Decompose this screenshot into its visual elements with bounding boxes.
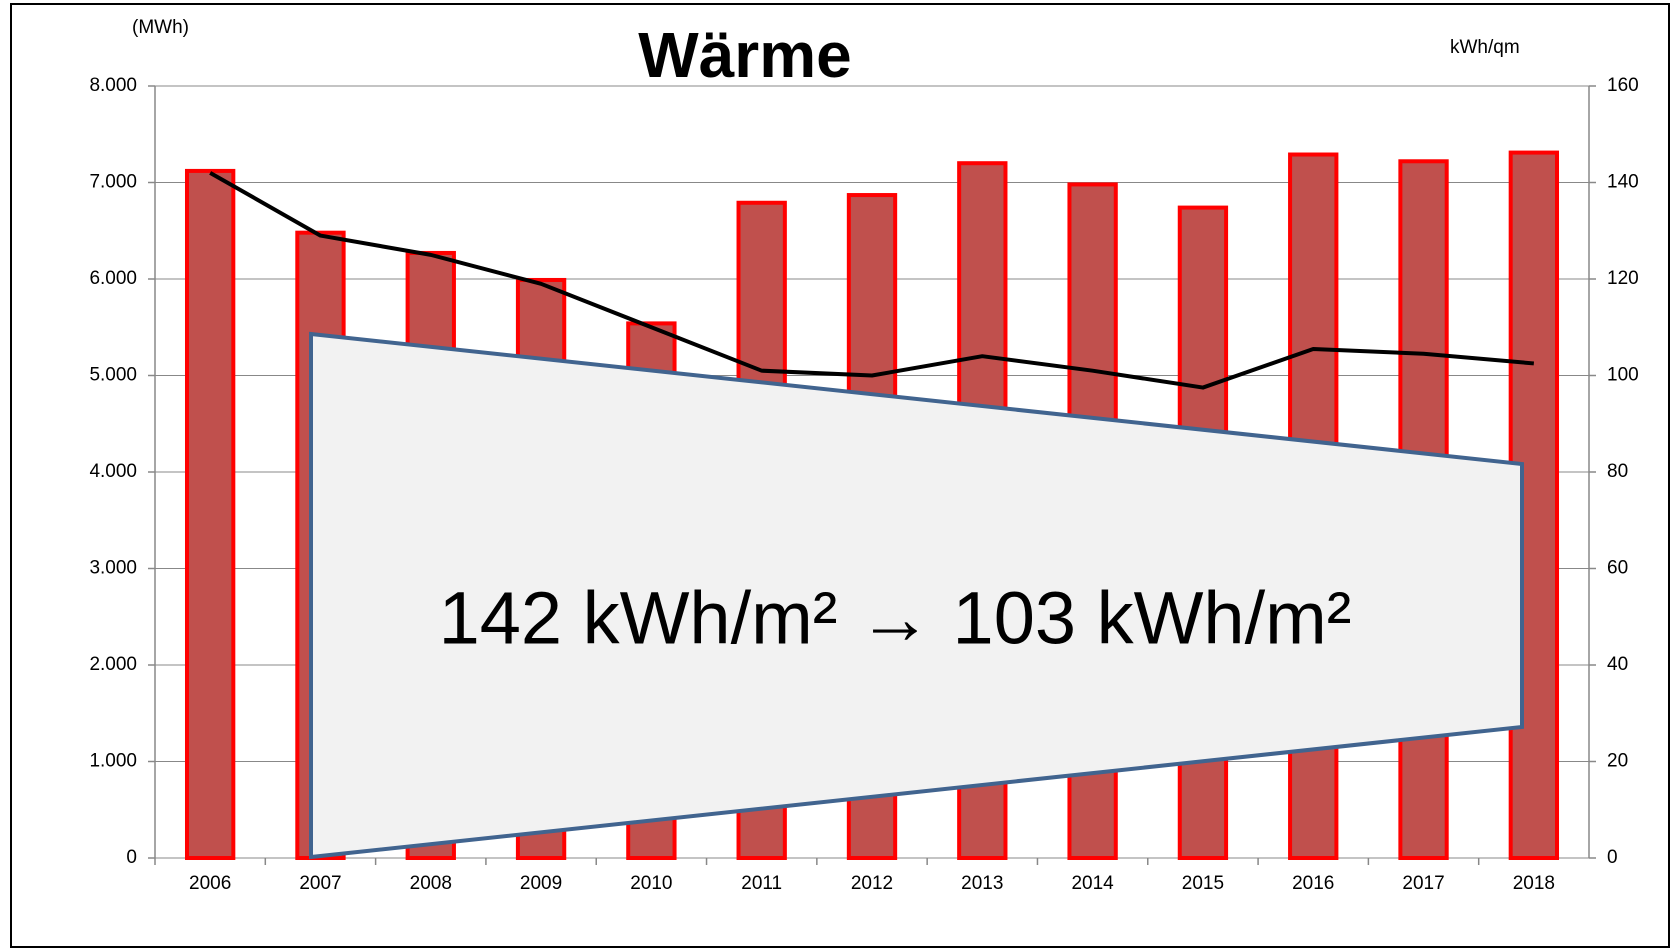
y-tick-label: 3.000 (89, 558, 137, 579)
y2-tick-label: 100 (1607, 365, 1639, 386)
y-tick-label: 1.000 (89, 751, 137, 772)
x-tick-label: 2018 (1513, 873, 1555, 894)
x-tick-label: 2014 (1071, 873, 1114, 894)
x-tick-label: 2012 (851, 873, 893, 894)
annotation-box (309, 331, 1524, 860)
x-tick-label: 2013 (961, 873, 1003, 894)
y-tick-label: 6.000 (89, 268, 137, 289)
x-tick-label: 2017 (1402, 873, 1444, 894)
x-tick-label: 2015 (1182, 873, 1224, 894)
x-tick-label: 2010 (630, 873, 672, 894)
y2-tick-label: 120 (1607, 268, 1639, 289)
y2-tick-label: 40 (1607, 654, 1628, 675)
y2-axis-label: kWh/qm (1450, 37, 1520, 58)
x-tick-label: 2006 (189, 873, 231, 894)
y2-tick-label: 0 (1607, 847, 1618, 868)
y2-tick-label: 20 (1607, 751, 1628, 772)
y2-tick-label: 140 (1607, 172, 1639, 193)
y-axis-label: (MWh) (132, 17, 189, 38)
y-tick-label: 8.000 (89, 75, 137, 96)
x-tick-label: 2007 (299, 873, 341, 894)
annotation: 142 kWh/m² → 103 kWh/m² (439, 577, 1352, 660)
y-tick-label: 2.000 (89, 654, 137, 675)
y2-tick-label: 160 (1607, 75, 1639, 96)
y-tick-label: 7.000 (89, 172, 137, 193)
y2-tick-label: 80 (1607, 461, 1628, 482)
chart-title: Wärme (638, 19, 851, 91)
x-tick-label: 2016 (1292, 873, 1334, 894)
y-tick-label: 0 (126, 847, 137, 868)
y-tick-label: 4.000 (89, 461, 137, 482)
bar (184, 168, 236, 861)
x-tick-label: 2008 (410, 873, 452, 894)
x-tick-label: 2009 (520, 873, 562, 894)
x-tick-label: 2011 (741, 873, 782, 894)
y-tick-label: 5.000 (89, 365, 137, 386)
y2-tick-label: 60 (1607, 558, 1628, 579)
line (209, 171, 1535, 390)
